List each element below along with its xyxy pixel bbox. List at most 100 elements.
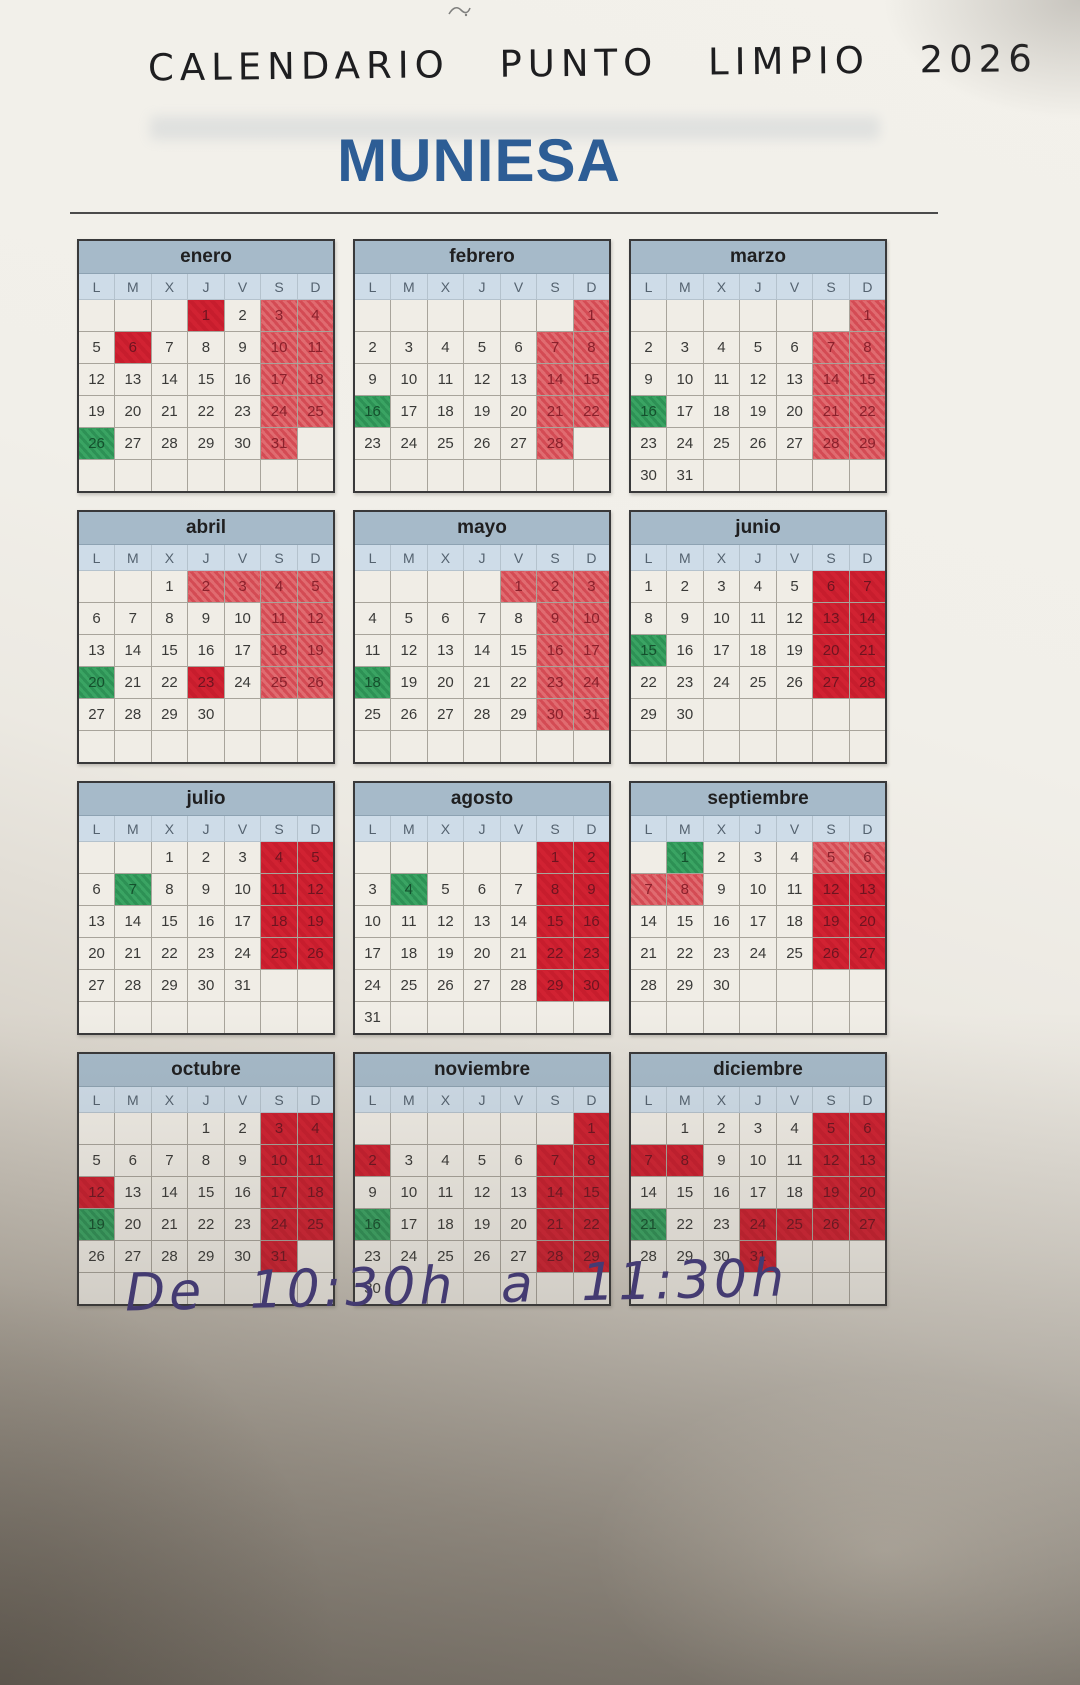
day-cell: 11	[775, 1144, 814, 1177]
day-cell: 3	[390, 331, 428, 364]
day-cell: 29	[150, 969, 189, 1002]
weekday-label: J	[463, 273, 501, 300]
day-cell: 13	[775, 363, 814, 396]
empty-day-cell	[223, 698, 262, 731]
day-cell: 19	[77, 395, 116, 428]
weekday-label: D	[848, 273, 887, 300]
empty-day-cell	[775, 459, 814, 493]
day-cell: 29	[666, 1240, 704, 1273]
empty-day-cell	[77, 730, 116, 764]
empty-day-cell	[775, 698, 814, 731]
day-cell: 17	[666, 395, 704, 428]
empty-day-cell	[260, 969, 298, 1002]
empty-day-cell	[739, 459, 777, 493]
empty-day-cell	[572, 730, 611, 764]
day-cell: 16	[187, 634, 225, 667]
red-day-cell: 14	[536, 363, 574, 396]
empty-day-cell	[702, 299, 741, 332]
red-day-cell: 15	[572, 363, 611, 396]
day-cell: 24	[666, 427, 704, 460]
red-day-cell: 19	[812, 905, 850, 938]
red-day-cell: 24	[572, 666, 611, 699]
weekday-label: J	[463, 544, 501, 571]
day-cell: 28	[150, 1240, 189, 1273]
empty-day-cell	[150, 730, 189, 764]
red-day-cell: 11	[296, 331, 335, 364]
red-day-cell: 1	[572, 1112, 611, 1145]
weekday-label: X	[150, 815, 189, 842]
weekday-label: V	[775, 815, 814, 842]
red-day-cell: 11	[260, 602, 298, 635]
month-title: mayo	[354, 511, 610, 545]
red-day-cell: 21	[848, 634, 887, 667]
red-day-cell: 28	[848, 666, 887, 699]
day-cell: 10	[390, 1176, 428, 1209]
day-cell: 6	[77, 602, 116, 635]
day-cell: 30	[353, 1272, 392, 1306]
day-cell: 22	[629, 666, 668, 699]
month-title: enero	[78, 240, 334, 274]
empty-day-cell	[77, 1001, 116, 1035]
day-cell: 6	[499, 1144, 538, 1177]
day-cell: 27	[114, 427, 152, 460]
weekday-label: S	[812, 1086, 850, 1113]
red-day-cell: 31	[260, 427, 298, 460]
weekday-label: X	[702, 1086, 741, 1113]
handwritten-title: CALENDARIO PUNTO LIMPIO 2026	[147, 37, 1038, 90]
day-cell: 10	[223, 873, 262, 906]
empty-day-cell	[260, 1001, 298, 1035]
red-day-cell: 19	[296, 634, 335, 667]
empty-day-cell	[499, 1272, 538, 1306]
empty-day-cell	[390, 730, 428, 764]
red-day-cell: 22	[572, 1208, 611, 1241]
red-day-cell: 12	[296, 873, 335, 906]
day-cell: 12	[739, 363, 777, 396]
ink-stray-mark	[446, 2, 472, 25]
weekday-label: M	[390, 1086, 428, 1113]
red-day-cell: 2	[187, 570, 225, 603]
day-cell: 18	[739, 634, 777, 667]
empty-day-cell	[296, 730, 335, 764]
day-cell: 14	[629, 905, 668, 938]
empty-day-cell	[848, 730, 887, 764]
red-day-cell: 5	[296, 841, 335, 874]
green-day-cell: 21	[629, 1208, 668, 1241]
empty-day-cell	[629, 1001, 668, 1035]
day-cell: 17	[390, 1208, 428, 1241]
day-cell: 18	[426, 395, 465, 428]
day-cell: 14	[629, 1176, 668, 1209]
weekday-label: D	[572, 544, 611, 571]
weekday-label: D	[572, 815, 611, 842]
day-cell: 25	[426, 427, 465, 460]
day-cell: 30	[702, 969, 741, 1002]
day-cell: 15	[187, 363, 225, 396]
weekday-label: X	[150, 544, 189, 571]
day-cell: 18	[702, 395, 741, 428]
red-day-cell: 17	[260, 363, 298, 396]
empty-day-cell	[463, 1112, 501, 1145]
day-cell: 8	[187, 1144, 225, 1177]
red-day-cell: 2	[572, 841, 611, 874]
empty-day-cell	[848, 1001, 887, 1035]
empty-day-cell	[463, 570, 501, 603]
day-cell: 7	[150, 1144, 189, 1177]
day-cell: 4	[426, 1144, 465, 1177]
empty-day-cell	[739, 969, 777, 1002]
red-day-cell: 27	[812, 666, 850, 699]
red-day-cell: 5	[812, 841, 850, 874]
month-diciembre: diciembre L M X J V S D 1 2 3 4 5 6 7 8 9 10 11 12 13 14 15 16 1…	[629, 1052, 887, 1306]
day-cell: 16	[666, 634, 704, 667]
month-junio: junio L M X J V S D 1 2 3 4 5 6 7 8 9 10 11 12 13 14 15 16 17 18 1…	[629, 510, 887, 764]
day-cell: 18	[390, 937, 428, 970]
day-cell: 13	[77, 905, 116, 938]
day-cell: 12	[775, 602, 814, 635]
red-day-cell: 19	[296, 905, 335, 938]
day-cell: 30	[187, 969, 225, 1002]
empty-day-cell	[77, 299, 116, 332]
red-day-cell: 20	[848, 905, 887, 938]
weekday-label: D	[572, 273, 611, 300]
empty-day-cell	[390, 1112, 428, 1145]
day-cell: 20	[77, 937, 116, 970]
empty-day-cell	[739, 698, 777, 731]
day-cell: 2	[702, 1112, 741, 1145]
